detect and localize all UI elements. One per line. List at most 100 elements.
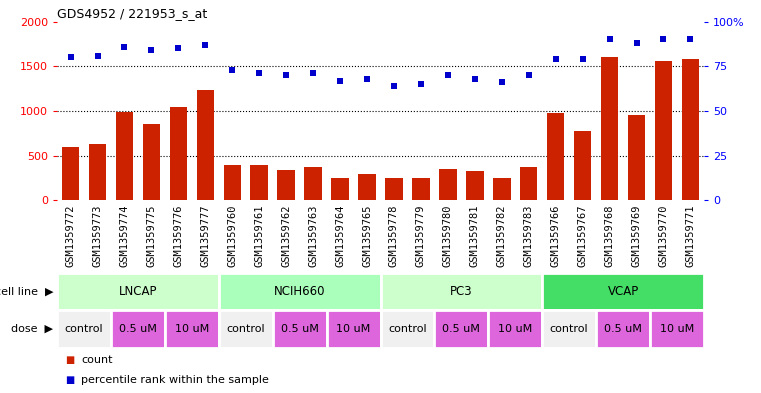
Point — [523, 72, 535, 78]
Point — [199, 42, 212, 48]
Point — [603, 36, 616, 42]
Point — [334, 77, 346, 84]
Point — [469, 76, 481, 82]
Text: GSM1359780: GSM1359780 — [443, 204, 453, 266]
Bar — [650, 310, 704, 348]
Point — [577, 56, 589, 62]
Text: GSM1359765: GSM1359765 — [362, 204, 372, 266]
Text: GDS4952 / 221953_s_at: GDS4952 / 221953_s_at — [57, 7, 207, 20]
Text: GSM1359762: GSM1359762 — [281, 204, 291, 266]
Bar — [520, 167, 537, 200]
Text: GSM1359769: GSM1359769 — [632, 204, 642, 266]
Text: GSM1359760: GSM1359760 — [228, 204, 237, 266]
Text: 0.5 uM: 0.5 uM — [281, 324, 319, 334]
Point — [415, 81, 427, 87]
Text: 10 uM: 10 uM — [498, 324, 533, 334]
Bar — [358, 174, 376, 200]
Bar — [654, 61, 672, 200]
Text: GSM1359770: GSM1359770 — [658, 204, 668, 266]
Point — [658, 36, 670, 42]
Text: count: count — [81, 355, 113, 365]
Bar — [601, 57, 619, 200]
Bar — [380, 273, 542, 310]
Text: percentile rank within the sample: percentile rank within the sample — [81, 375, 269, 386]
Text: 10 uM: 10 uM — [175, 324, 209, 334]
Text: cell line  ▶: cell line ▶ — [0, 287, 53, 297]
Text: PC3: PC3 — [450, 285, 473, 298]
Text: ■: ■ — [65, 375, 74, 386]
Bar — [116, 112, 133, 200]
Point — [145, 47, 158, 53]
Bar — [543, 310, 596, 348]
Bar — [380, 310, 435, 348]
Bar — [331, 178, 349, 200]
Bar — [278, 170, 295, 200]
Bar — [628, 115, 645, 200]
Text: GSM1359771: GSM1359771 — [686, 204, 696, 266]
Text: GSM1359772: GSM1359772 — [65, 204, 75, 266]
Point — [119, 44, 131, 50]
Bar — [574, 131, 591, 200]
Text: control: control — [65, 324, 103, 334]
Point — [388, 83, 400, 89]
Text: VCAP: VCAP — [607, 285, 638, 298]
Text: GSM1359783: GSM1359783 — [524, 204, 533, 266]
Text: GSM1359761: GSM1359761 — [254, 204, 264, 266]
Point — [630, 40, 642, 46]
Text: GSM1359766: GSM1359766 — [551, 204, 561, 266]
Text: NCIH660: NCIH660 — [274, 285, 326, 298]
Text: 10 uM: 10 uM — [336, 324, 371, 334]
Bar — [435, 310, 489, 348]
Text: dose  ▶: dose ▶ — [11, 324, 53, 334]
Text: GSM1359764: GSM1359764 — [335, 204, 345, 266]
Text: control: control — [550, 324, 588, 334]
Text: GSM1359767: GSM1359767 — [578, 204, 587, 266]
Bar — [466, 171, 483, 200]
Text: GSM1359777: GSM1359777 — [200, 204, 210, 266]
Point — [91, 52, 103, 59]
Bar — [219, 273, 380, 310]
Text: GSM1359763: GSM1359763 — [308, 204, 318, 266]
Bar — [385, 178, 403, 200]
Text: LNCAP: LNCAP — [119, 285, 158, 298]
Text: GSM1359774: GSM1359774 — [119, 204, 129, 266]
Bar — [62, 147, 79, 200]
Text: 0.5 uM: 0.5 uM — [604, 324, 642, 334]
Bar — [224, 165, 241, 200]
Bar — [547, 113, 565, 200]
Bar — [142, 123, 160, 200]
Text: GSM1359782: GSM1359782 — [497, 204, 507, 266]
Bar — [170, 107, 187, 200]
Bar — [304, 167, 322, 200]
Text: GSM1359781: GSM1359781 — [470, 204, 480, 266]
Text: GSM1359779: GSM1359779 — [416, 204, 426, 266]
Bar — [596, 310, 650, 348]
Point — [280, 72, 292, 78]
Point — [684, 36, 696, 42]
Bar — [111, 310, 165, 348]
Text: GSM1359776: GSM1359776 — [174, 204, 183, 266]
Text: GSM1359775: GSM1359775 — [146, 204, 157, 266]
Point — [253, 70, 266, 77]
Text: GSM1359773: GSM1359773 — [93, 204, 103, 266]
Text: GSM1359768: GSM1359768 — [604, 204, 615, 266]
Bar — [682, 59, 699, 200]
Bar — [250, 165, 268, 200]
Point — [307, 70, 319, 77]
Point — [65, 54, 77, 61]
Text: control: control — [227, 324, 265, 334]
Point — [495, 79, 508, 86]
Bar — [272, 310, 326, 348]
Text: ■: ■ — [65, 355, 74, 365]
Text: 0.5 uM: 0.5 uM — [442, 324, 480, 334]
Bar — [439, 169, 457, 200]
Bar — [89, 144, 107, 200]
Point — [226, 67, 238, 73]
Bar — [165, 310, 219, 348]
Bar — [57, 310, 111, 348]
Text: control: control — [388, 324, 427, 334]
Bar — [543, 273, 704, 310]
Text: 0.5 uM: 0.5 uM — [119, 324, 157, 334]
Bar — [326, 310, 380, 348]
Text: 10 uM: 10 uM — [660, 324, 694, 334]
